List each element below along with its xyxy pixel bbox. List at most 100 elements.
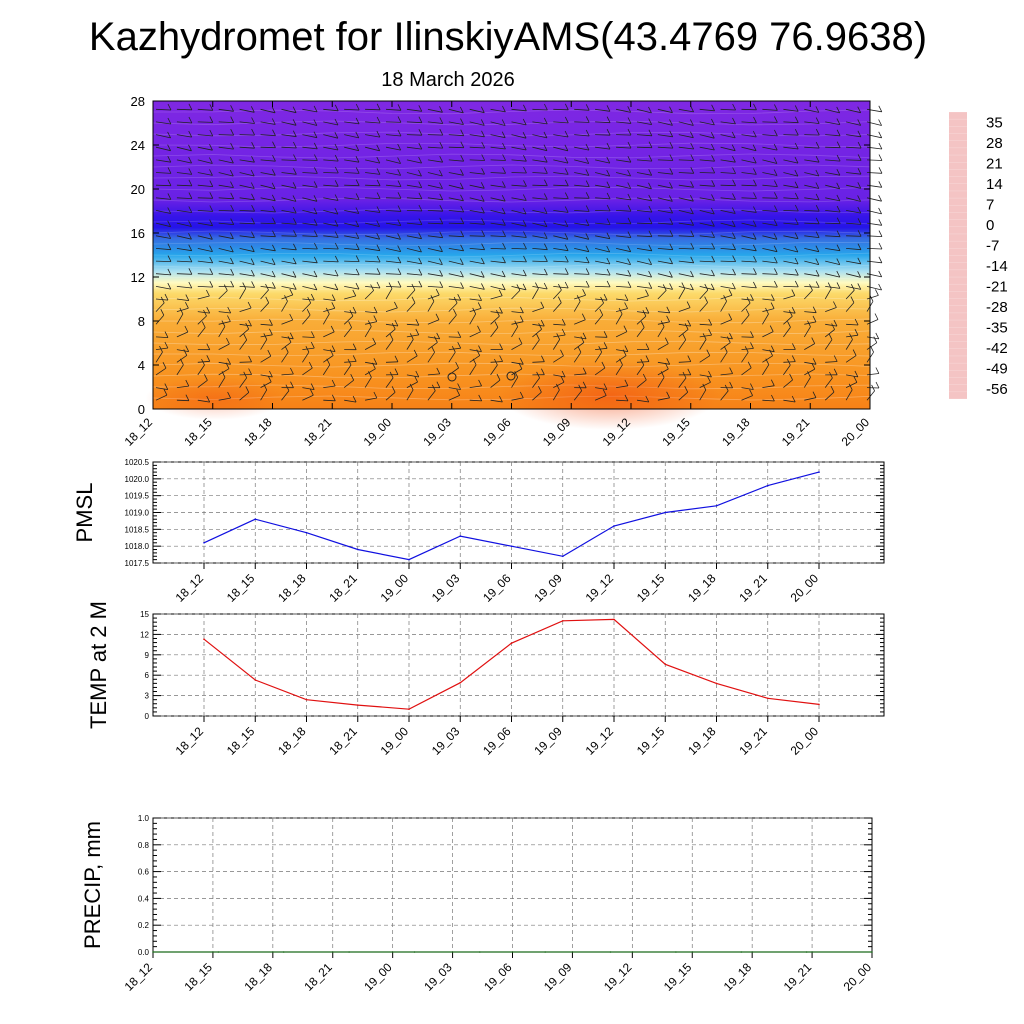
wind-barb-shaft: [678, 286, 694, 291]
data-point: [715, 682, 718, 685]
wind-barb-shaft: [553, 374, 566, 378]
wind-barb-shaft: [866, 146, 882, 150]
wind-barb-feather: [857, 182, 862, 189]
wind-barb-feather: [878, 119, 882, 126]
wind-barb-shaft: [365, 361, 377, 365]
wind-barb-shaft: [636, 315, 647, 325]
wind-barb-shaft: [553, 289, 562, 300]
panel-frame: [152, 613, 885, 717]
wind-barb-shaft: [197, 327, 206, 338]
wind-barb-shaft: [595, 286, 611, 288]
wind-barb-shaft: [866, 295, 879, 300]
wind-barb-shaft: [783, 134, 799, 136]
wind-barb-feather: [833, 301, 837, 308]
wind-barb-shaft: [511, 377, 519, 388]
wind-barb-feather: [648, 194, 653, 202]
wind-barb-shaft: [511, 397, 524, 401]
wind-barb-shaft: [657, 377, 665, 388]
wind-barb-feather: [857, 218, 862, 225]
wind-barb-shaft: [155, 134, 171, 139]
wind-barb-shaft: [595, 197, 611, 200]
wind-barb-shaft: [720, 390, 729, 401]
wind-barb-shaft: [657, 260, 673, 265]
wind-barb-shaft: [406, 374, 419, 378]
wind-barb-shaft: [573, 352, 582, 363]
wind-barb-shaft: [260, 339, 268, 350]
wind-barb-shaft: [218, 121, 234, 123]
wind-barb-feather: [850, 296, 855, 303]
wind-barb-feather: [541, 355, 545, 362]
wind-barb-feather: [561, 370, 566, 378]
wind-barb-feather: [188, 281, 193, 289]
wind-barb-shaft: [302, 197, 318, 202]
wind-barb-shaft: [846, 108, 861, 114]
wind-barb-shaft: [469, 260, 485, 265]
wind-barb-shaft: [846, 222, 862, 225]
wind-barb-feather: [544, 179, 548, 186]
wind-barb-shaft: [553, 355, 564, 363]
wind-barb-feather: [585, 268, 590, 275]
wind-barb-shaft: [741, 260, 757, 263]
wind-barb-shaft: [155, 184, 172, 187]
wind-barb-shaft: [595, 347, 608, 350]
wind-barb-shaft: [155, 314, 165, 325]
wind-barb-feather: [745, 308, 750, 316]
wind-barb-feather: [711, 194, 715, 201]
wind-barb-shaft: [448, 235, 464, 238]
wind-barb-feather: [453, 308, 457, 316]
wind-barb-feather: [460, 282, 464, 289]
wind-barb-feather: [460, 155, 465, 162]
wind-barb-feather: [411, 296, 416, 303]
wind-barb-shaft: [260, 159, 276, 162]
wind-barb-feather: [857, 230, 862, 237]
wind-barb-shaft: [845, 339, 853, 350]
wind-barb-feather: [711, 242, 716, 250]
wind-barb-shaft: [553, 323, 566, 326]
wind-barb-shaft: [615, 313, 623, 325]
wind-barb-shaft: [406, 197, 422, 200]
wind-barb-feather: [710, 283, 715, 290]
wind-barb-shaft: [595, 298, 608, 301]
wind-barb-shaft: [804, 108, 819, 113]
y-tick-label: 8: [138, 314, 145, 329]
data-point: [544, 951, 546, 953]
wind-barb-shaft: [239, 172, 255, 177]
wind-barb-feather: [520, 306, 524, 314]
isotherm-line: [152, 329, 871, 335]
wind-barb-feather: [308, 361, 313, 369]
wind-barb-feather: [645, 343, 650, 350]
wind-barb-shaft: [595, 210, 611, 212]
wind-barb-shaft: [469, 172, 485, 175]
wind-barb-feather: [167, 207, 172, 214]
wind-barb-shaft: [427, 390, 436, 401]
wind-barb-feather: [313, 131, 318, 138]
wind-barb-shaft: [260, 323, 273, 326]
wind-barb-feather: [313, 119, 318, 126]
wind-barb-shaft: [636, 159, 652, 162]
wind-barb-shaft: [176, 172, 192, 175]
wind-barb-shaft: [385, 146, 401, 151]
wind-barb-feather: [543, 282, 548, 290]
wind-barb-shaft: [720, 146, 736, 152]
wind-barb-feather: [543, 144, 548, 151]
wind-barb-feather: [292, 182, 297, 189]
wind-barb-feather: [334, 255, 339, 263]
wind-barb-feather: [711, 180, 716, 187]
wind-barb-feather: [878, 181, 883, 188]
wind-barb-shaft: [260, 235, 276, 238]
wind-barb-shaft: [469, 222, 485, 225]
wind-barb-feather: [544, 167, 548, 174]
isotherm-line: [152, 296, 871, 302]
wind-barb-feather: [560, 349, 564, 356]
y-tick-label: 1.0: [138, 814, 150, 823]
wind-barb-shaft: [448, 260, 464, 265]
wind-barb-shaft: [678, 121, 694, 126]
wind-barb-feather: [349, 309, 354, 317]
wind-barb-shaft: [762, 235, 778, 240]
wind-barb-shaft: [678, 222, 694, 226]
wind-barb-shaft: [845, 289, 855, 300]
wind-barb-feather: [230, 116, 235, 123]
wind-barb-feather: [230, 105, 234, 112]
wind-barb-shaft: [323, 331, 335, 338]
